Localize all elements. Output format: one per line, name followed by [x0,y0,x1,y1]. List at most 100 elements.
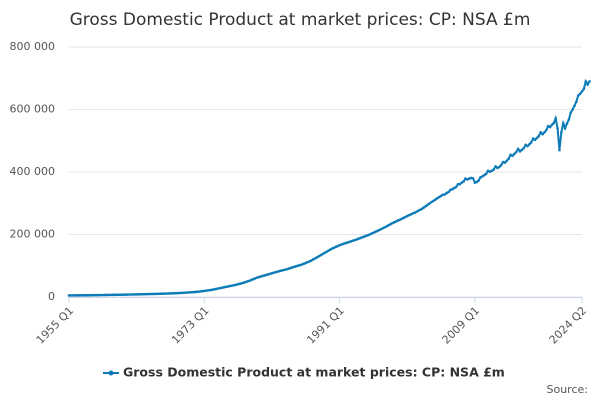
point [80,293,84,297]
point [180,291,184,295]
point [543,131,546,134]
point [482,173,486,177]
point [481,175,484,178]
point [186,291,189,294]
point [584,80,588,83]
point [511,154,514,158]
point [535,136,539,140]
x-tick-label: 1973 Q1 [169,304,212,347]
point [107,293,110,297]
point [434,198,437,201]
point [187,291,191,294]
point [426,203,430,206]
point [86,293,90,297]
point [424,204,428,208]
y-tick-label: 800 000 [10,40,56,53]
point [573,104,576,108]
point [498,165,501,169]
y-tick-label: 200 000 [10,228,56,241]
point [163,292,167,295]
legend-marker [108,370,114,376]
point [529,141,533,144]
point [419,208,422,211]
point [458,182,462,186]
point [172,291,176,295]
point [460,181,464,184]
point [95,293,99,297]
point [109,293,112,297]
point [94,293,97,297]
point [389,223,392,226]
point [176,291,180,295]
point [150,292,153,296]
point [544,128,548,132]
point [454,185,458,189]
point [133,293,137,296]
point [477,179,480,182]
point [526,144,529,148]
point [129,293,133,296]
point [580,90,584,93]
source: Source: [547,383,589,396]
point [490,169,494,173]
point [140,292,144,296]
point [575,100,578,103]
point [112,293,116,297]
point [120,293,123,296]
point [101,293,105,297]
point [90,293,93,297]
point [127,293,131,296]
point [116,293,120,297]
point [125,293,129,296]
point [315,256,319,259]
point [319,253,323,257]
point [327,249,330,253]
point [492,168,495,171]
point [142,292,146,296]
point [560,131,563,134]
point [588,80,591,83]
point [105,293,108,297]
point [541,132,544,136]
point [156,292,159,296]
point [82,293,86,297]
point [157,292,161,296]
point [69,294,73,297]
point [313,257,317,260]
point [191,290,195,294]
point [195,290,199,294]
point [451,187,454,191]
point [499,163,503,167]
point [503,161,507,164]
point [420,207,424,210]
point [75,294,78,297]
point [586,83,589,86]
point [422,206,426,209]
point [328,248,332,251]
point [494,165,497,168]
point [561,121,565,125]
point [385,225,388,228]
point [505,159,509,163]
point [537,134,541,138]
point [146,292,150,296]
point [484,172,488,176]
point [122,293,125,296]
point [558,148,561,152]
x-tick-label: 1991 Q1 [304,304,347,347]
point [520,148,524,152]
point [475,180,479,184]
point [84,293,88,297]
point [432,199,435,203]
point [193,290,197,294]
point [124,293,127,296]
point [67,294,71,297]
y-tick-label: 400 000 [10,165,56,178]
point [524,143,527,147]
point [323,251,326,255]
point [88,293,91,297]
chart-title: Gross Domestic Product at market prices:… [70,10,531,30]
point [552,121,556,125]
point [135,293,138,296]
